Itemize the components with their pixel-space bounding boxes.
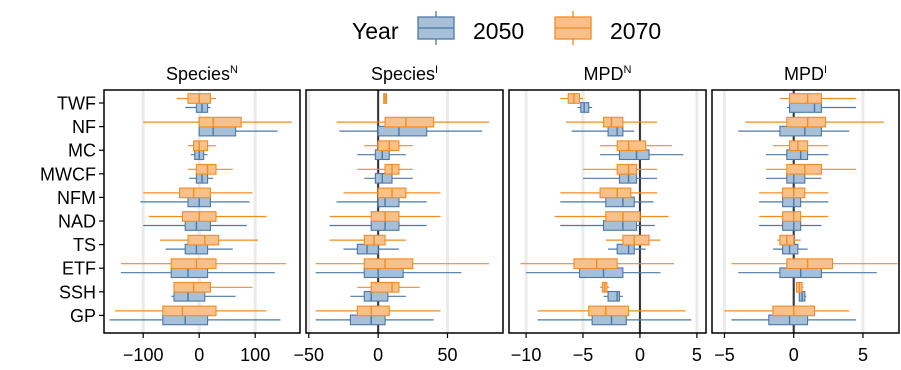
y-tick-label: TS (73, 235, 96, 255)
box (782, 211, 802, 222)
box (579, 267, 624, 279)
x-tick-label: 100 (240, 345, 270, 365)
box (616, 243, 635, 255)
panel-1: SpeciesN −100 0 100 TWF NF MC MWCF NFM NAD TS ETF SS… (40, 64, 301, 365)
box (363, 267, 404, 279)
box (363, 258, 414, 270)
box (622, 234, 650, 246)
box (187, 234, 220, 246)
box (607, 125, 624, 137)
y-tick-label: MWCF (40, 164, 96, 184)
x-tick-label: 0 (635, 345, 645, 365)
box (377, 125, 428, 137)
panel-frame (508, 89, 707, 334)
box (605, 196, 635, 208)
y-tick-label: GP (70, 306, 96, 326)
panel-title: MPDI (784, 64, 827, 84)
x-tick-label: 0 (194, 345, 204, 365)
box (193, 140, 209, 152)
box (779, 125, 822, 137)
panel-title-main: Species (166, 64, 230, 84)
x-tick-label: −5 (714, 345, 735, 365)
box (786, 172, 806, 184)
panel-title-main: MPD (584, 64, 624, 84)
x-tick-label: −50 (294, 345, 325, 365)
panel-title-main: Species (371, 64, 435, 84)
box (198, 125, 237, 137)
legend: Year 2050 2070 (352, 11, 661, 45)
box (786, 149, 809, 161)
x-tick-label: −5 (573, 345, 594, 365)
box (173, 281, 211, 293)
box (170, 258, 217, 270)
box (198, 116, 242, 128)
box (591, 314, 627, 326)
box (384, 116, 435, 128)
box (184, 220, 211, 231)
x-tick-label: −10 (511, 345, 542, 365)
panel-2: SpeciesI −50 0 50 (294, 64, 504, 365)
box (782, 220, 802, 231)
panel-title: SpeciesN (166, 64, 238, 84)
y-tick-label: SSH (59, 282, 96, 302)
x-tick-label: 0 (789, 345, 799, 365)
panel-frame (305, 89, 504, 334)
box (179, 187, 211, 199)
y-tick-label: MC (68, 141, 96, 161)
box (573, 258, 618, 270)
panel-title-superscript: N (624, 64, 632, 76)
panel-title-superscript: N (230, 64, 238, 76)
box (170, 267, 209, 279)
box (618, 149, 650, 161)
panel-title: MPDN (584, 64, 632, 84)
box (370, 281, 400, 293)
box (349, 314, 386, 326)
box (374, 172, 393, 184)
x-tick-label: 5 (858, 345, 868, 365)
x-tick-label: 5 (692, 345, 702, 365)
box (599, 187, 632, 199)
box (616, 140, 647, 152)
panel-title-superscript: I (824, 64, 827, 76)
box (356, 305, 390, 317)
y-tick-label: NF (72, 117, 96, 137)
panel-4: MPDI −5 0 5 (711, 64, 900, 365)
y-tick-label: NFM (57, 188, 96, 208)
chart-panels: SpeciesN−100 0 100TWFNFMCMWCFNFMNADTSETFSS… (40, 64, 900, 365)
x-tick-label: 50 (437, 345, 457, 365)
panel-title-main: MPD (784, 64, 824, 84)
y-tick-label: ETF (62, 259, 96, 279)
box (363, 290, 389, 302)
panel-title-superscript: I (435, 64, 438, 76)
box (162, 305, 217, 317)
legend-title: Year (352, 18, 399, 44)
legend-label-2050: 2050 (473, 18, 524, 44)
y-tick-label: NAD (58, 212, 96, 232)
box (607, 290, 621, 302)
box (588, 305, 630, 317)
panel-title: SpeciesI (371, 64, 438, 84)
box (786, 258, 834, 270)
box (786, 116, 827, 128)
box (782, 196, 802, 208)
box (195, 163, 217, 175)
box (173, 290, 206, 302)
y-tick-label: TWF (57, 94, 96, 114)
panel-frame (103, 89, 301, 334)
x-tick-label: −100 (123, 345, 164, 365)
box (377, 196, 400, 208)
panel-3: MPDN −10 −5 0 5 (508, 64, 707, 365)
box (602, 220, 638, 231)
legend-label-2070: 2070 (610, 18, 661, 44)
box (602, 116, 624, 128)
box (789, 93, 822, 104)
panel-frame (711, 89, 900, 334)
box (768, 314, 809, 326)
box (616, 163, 638, 175)
box (789, 102, 822, 113)
x-tick-label: 0 (373, 345, 383, 365)
